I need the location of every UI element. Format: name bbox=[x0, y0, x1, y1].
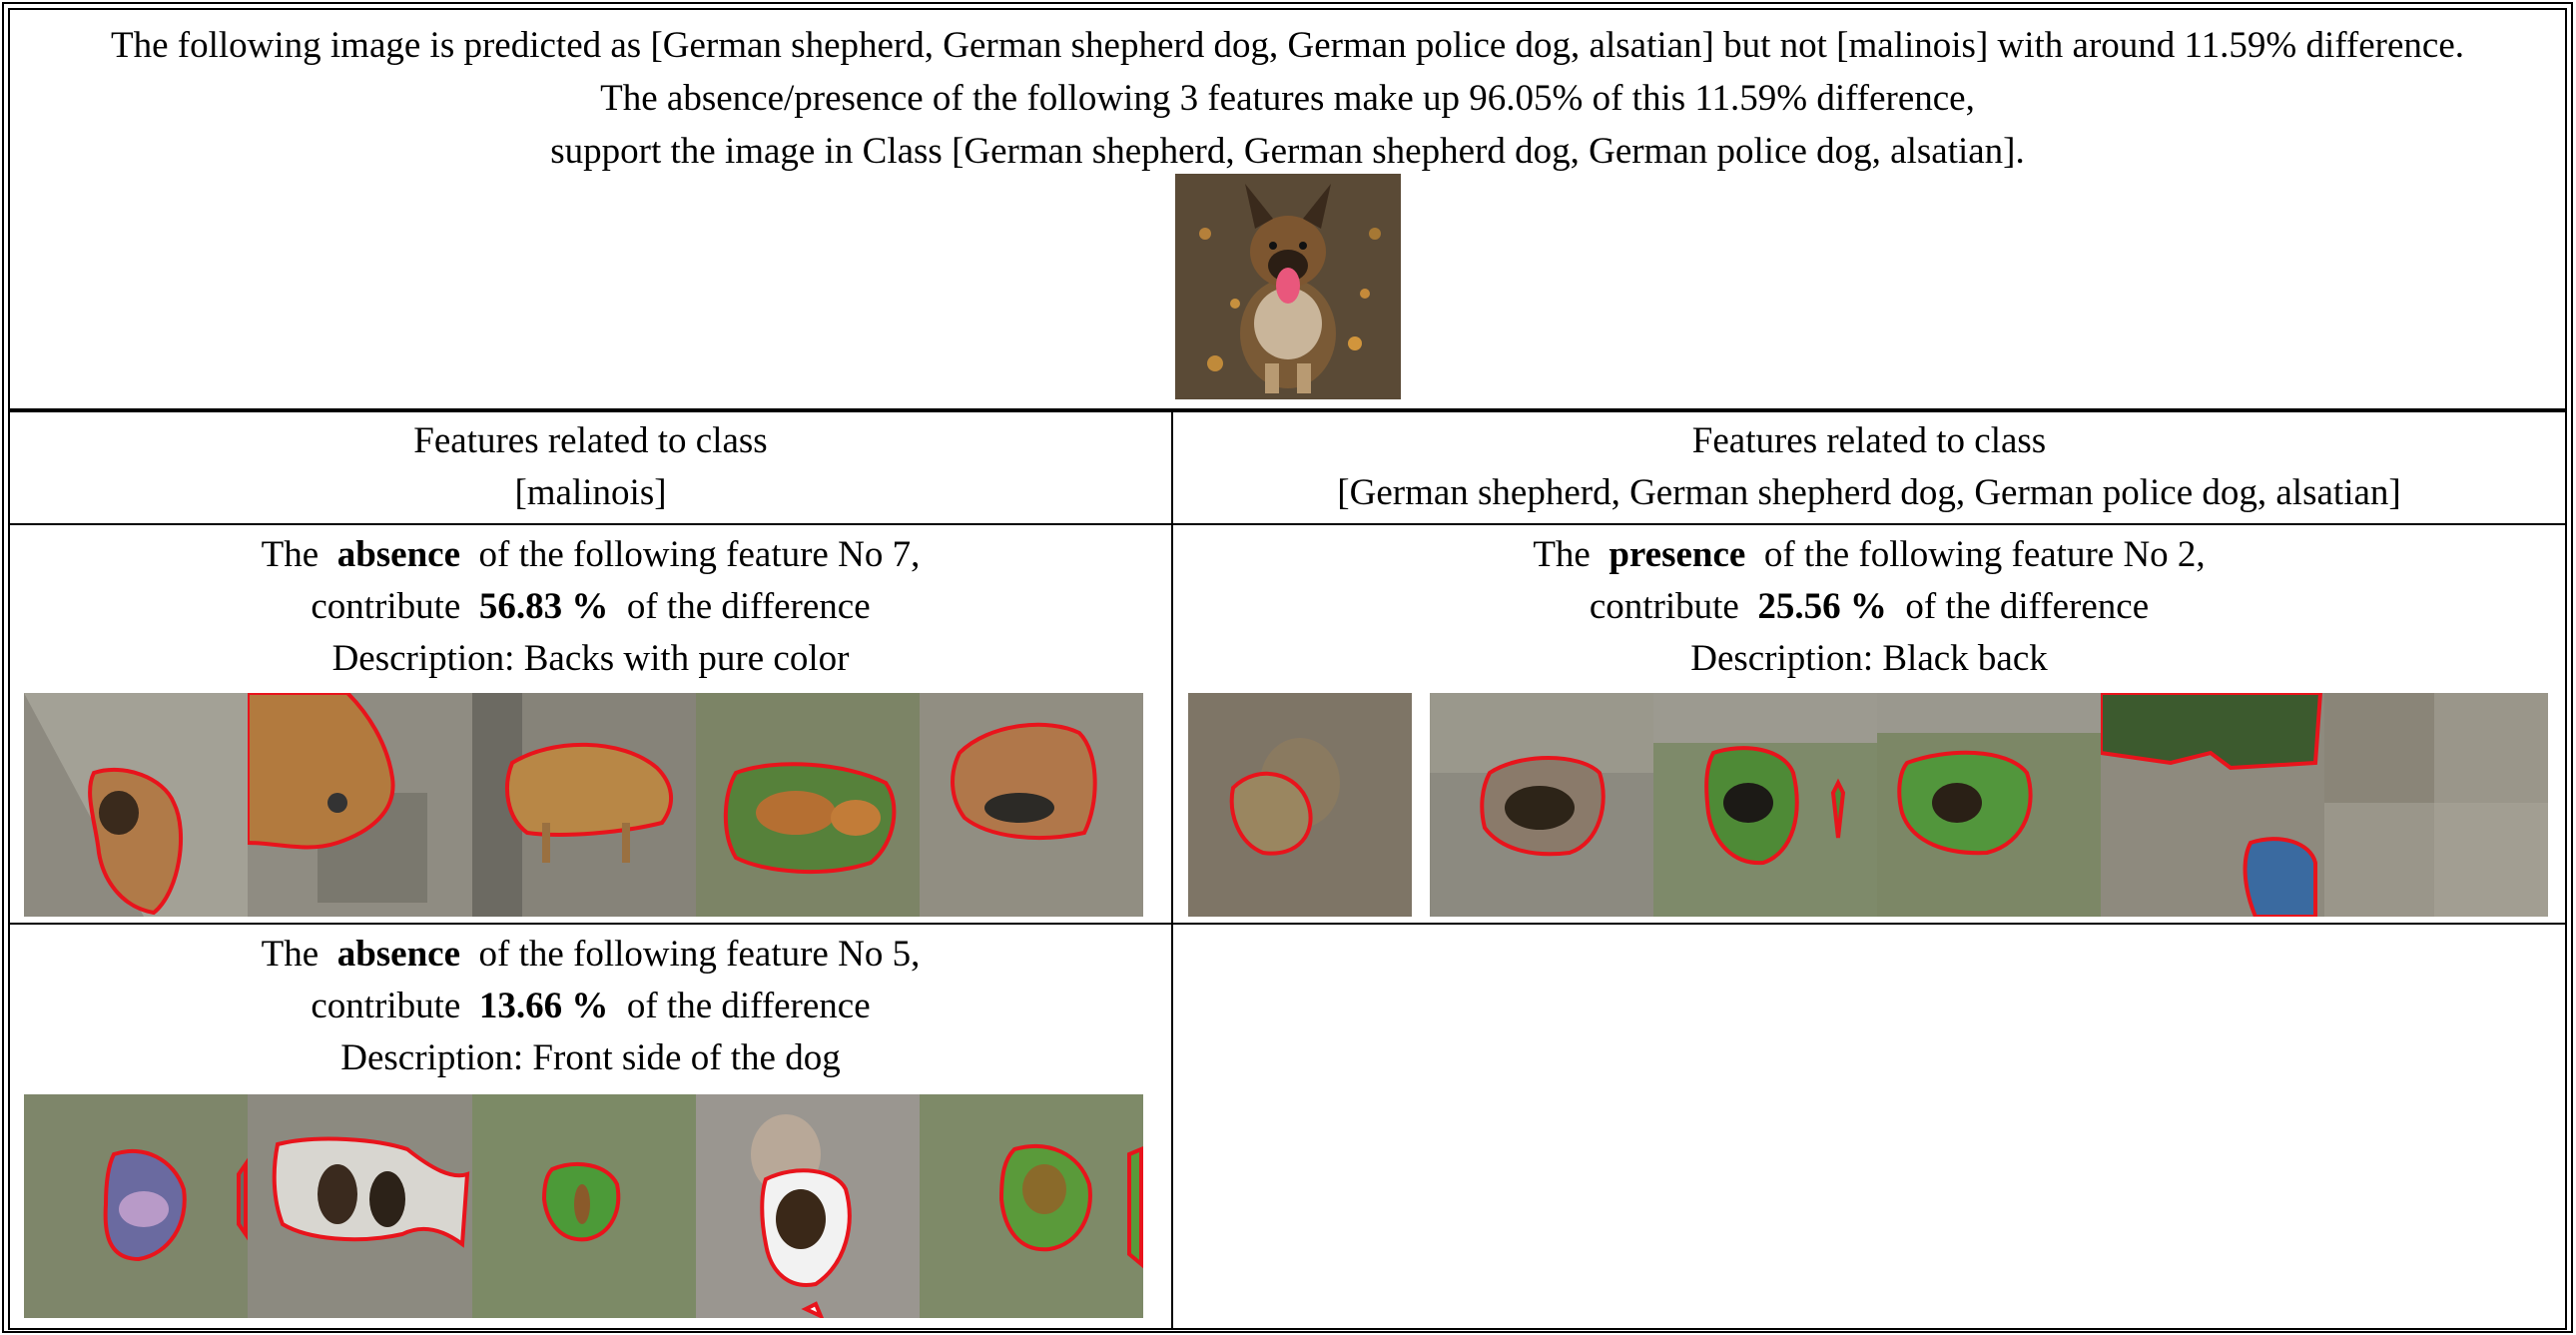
feature-no7-description: Description: Backs with pure color bbox=[331, 638, 850, 679]
feature-no7-prefix: The bbox=[261, 534, 320, 575]
feature-no5-contribute-suffix: of the difference bbox=[626, 986, 871, 1026]
feature-no5-contribute-prefix: contribute bbox=[311, 986, 461, 1026]
feature-no7-line-2: contribute 56.83 % of the difference bbox=[10, 581, 1171, 633]
feature-no2-image-strip bbox=[1188, 693, 2554, 917]
feature-no2-kind: presence bbox=[1609, 534, 1746, 575]
right-column-title-line-1: Features related to class bbox=[1691, 420, 2047, 461]
header-line-2: The absence/presence of the following 3 … bbox=[600, 78, 1975, 119]
feature-no2-thumb-6 bbox=[2324, 693, 2548, 917]
feature-no5-percent: 13.66 % bbox=[478, 986, 609, 1026]
feature-no7-thumb-4 bbox=[696, 693, 920, 917]
feature-no5-line-1: The absence of the following feature No … bbox=[10, 929, 1171, 981]
feature-no7-kind: absence bbox=[336, 534, 461, 575]
right-column-title-line-2: [German shepherd, German shepherd dog, G… bbox=[1337, 472, 2401, 513]
left-column-title-cell: Features related to class [malinois] bbox=[8, 410, 1173, 525]
feature-no5-thumb-3 bbox=[472, 1094, 696, 1318]
feature-no5-thumb-5 bbox=[920, 1094, 1143, 1318]
feature-no2-line-1: The presence of the following feature No… bbox=[1173, 529, 2565, 581]
feature-no2-description: Description: Black back bbox=[1690, 638, 2048, 679]
feature-no2-thumb-1 bbox=[1188, 693, 1412, 917]
predicted-dog-image bbox=[1175, 174, 1401, 399]
feature-no7-thumb-3 bbox=[472, 693, 696, 917]
feature-no5-thumb-4 bbox=[696, 1094, 920, 1318]
feature-no2-percent: 25.56 % bbox=[1757, 586, 1887, 627]
feature-no2-prefix: The bbox=[1533, 534, 1591, 575]
feature-no5-image-strip bbox=[24, 1094, 1143, 1318]
feature-no7-percent: 56.83 % bbox=[478, 586, 609, 627]
feature-no5-thumb-2 bbox=[248, 1094, 472, 1318]
feature-no7-thumb-5 bbox=[920, 693, 1143, 917]
feature-no2-thumb-2 bbox=[1430, 693, 1653, 917]
feature-no2-contribute-suffix: of the difference bbox=[1905, 586, 2150, 627]
feature-no5-kind: absence bbox=[336, 934, 461, 975]
feature-no7-image-strip bbox=[24, 693, 1143, 917]
feature-no2-thumb-4 bbox=[1877, 693, 2101, 917]
feature-no7-line-1: The absence of the following feature No … bbox=[10, 529, 1171, 581]
feature-no2-contribute-prefix: contribute bbox=[1589, 586, 1739, 627]
feature-no5-description: Description: Front side of the dog bbox=[340, 1037, 841, 1078]
feature-no5-suffix: of the following feature No 5, bbox=[478, 934, 921, 975]
feature-no2-line-2: contribute 25.56 % of the difference bbox=[1173, 581, 2565, 633]
right-column-title-cell: Features related to class [German shephe… bbox=[1171, 410, 2567, 525]
feature-no2-thumb-5 bbox=[2101, 693, 2324, 917]
feature-no7-thumb-2 bbox=[248, 693, 472, 917]
feature-no2-suffix: of the following feature No 2, bbox=[1763, 534, 2206, 575]
header-line-1: The following image is predicted as [Ger… bbox=[110, 25, 2464, 66]
feature-no7-thumb-1 bbox=[24, 693, 248, 917]
header-line-3: support the image in Class [German sheph… bbox=[550, 131, 2025, 172]
feature-no7-contribute-prefix: contribute bbox=[311, 586, 461, 627]
left-column-title-line-2: [malinois] bbox=[514, 472, 667, 513]
feature-no5-thumb-1 bbox=[24, 1094, 248, 1318]
feature-no2-thumb-3 bbox=[1653, 693, 1877, 917]
feature-no7-contribute-suffix: of the difference bbox=[626, 586, 871, 627]
feature-no5-prefix: The bbox=[261, 934, 320, 975]
feature-no5-line-2: contribute 13.66 % of the difference bbox=[10, 981, 1171, 1032]
left-column-title-line-1: Features related to class bbox=[413, 420, 768, 461]
feature-no2-gap bbox=[1412, 693, 1430, 917]
feature-no7-suffix: of the following feature No 7, bbox=[478, 534, 921, 575]
empty-cell bbox=[1171, 923, 2567, 1330]
